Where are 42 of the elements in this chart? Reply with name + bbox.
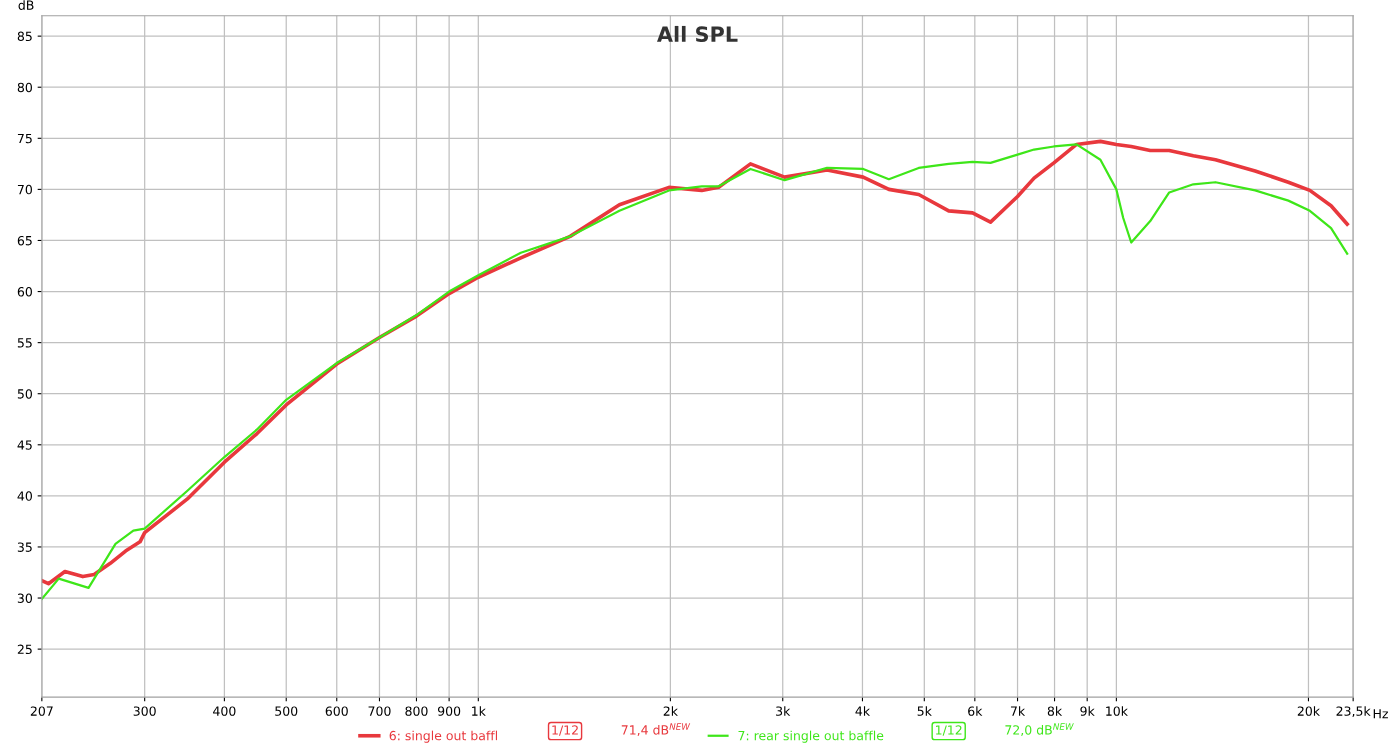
text: 1/12: [552, 725, 578, 736]
y-tick-label: 55: [17, 338, 32, 348]
x-tick-label: 300: [133, 706, 156, 716]
x-tick-label: 23,5k: [1336, 706, 1371, 718]
x-tick-label: 800: [405, 706, 428, 716]
y-tick-label: 40: [17, 491, 32, 501]
x-tick-label: 1k: [472, 706, 486, 716]
y-tick-label: 65: [17, 235, 32, 246]
y-axis-title: dB: [18, 0, 34, 10]
x-tick-label: 5k: [917, 706, 932, 716]
x-tick-label: 500: [275, 706, 298, 716]
x-axis-title: Hz: [1373, 709, 1388, 719]
text: 71,4 dB$^{NEW}$: [621, 723, 691, 736]
y-tick-label: 60: [17, 287, 32, 297]
x-tick-label: 10k: [1106, 706, 1128, 716]
x-tick-label: 2k: [663, 706, 678, 716]
y-tick-label: 35: [17, 542, 32, 552]
x-tick-label: 6k: [968, 706, 983, 716]
y-tick-label: 30: [17, 593, 32, 603]
y-tick-label: 50: [17, 389, 32, 399]
x-tick-label: 600: [325, 706, 348, 716]
legend-label: 6: single out baffl: [389, 730, 498, 743]
x-tick-label: 4k: [855, 706, 871, 716]
x-tick-label: 3k: [776, 706, 791, 716]
x-tick-label: 7k: [1010, 706, 1026, 716]
x-tick-label: 900: [437, 706, 461, 716]
x-tick-label: 9k: [1080, 706, 1095, 716]
y-tick-label: 80: [17, 82, 32, 93]
x-tick-label: 400: [213, 706, 236, 716]
y-tick-label: 75: [17, 133, 32, 144]
x-tick-label: 8k: [1047, 706, 1063, 716]
x-tick-label: 700: [368, 706, 391, 716]
y-tick-label: 25: [17, 644, 32, 655]
y-tick-label: 85: [17, 31, 32, 42]
x-tick-label: 207: [30, 706, 53, 716]
y-tick-label: 70: [17, 184, 32, 195]
y-tick-label: 45: [17, 440, 32, 450]
text: 1/12: [936, 725, 962, 736]
chart-title: All SPL: [657, 25, 738, 43]
x-tick-label: 20k: [1297, 706, 1320, 716]
text: 72,0 dB$^{NEW}$: [1005, 723, 1074, 736]
legend-label: 7: rear single out baffle: [738, 730, 884, 743]
